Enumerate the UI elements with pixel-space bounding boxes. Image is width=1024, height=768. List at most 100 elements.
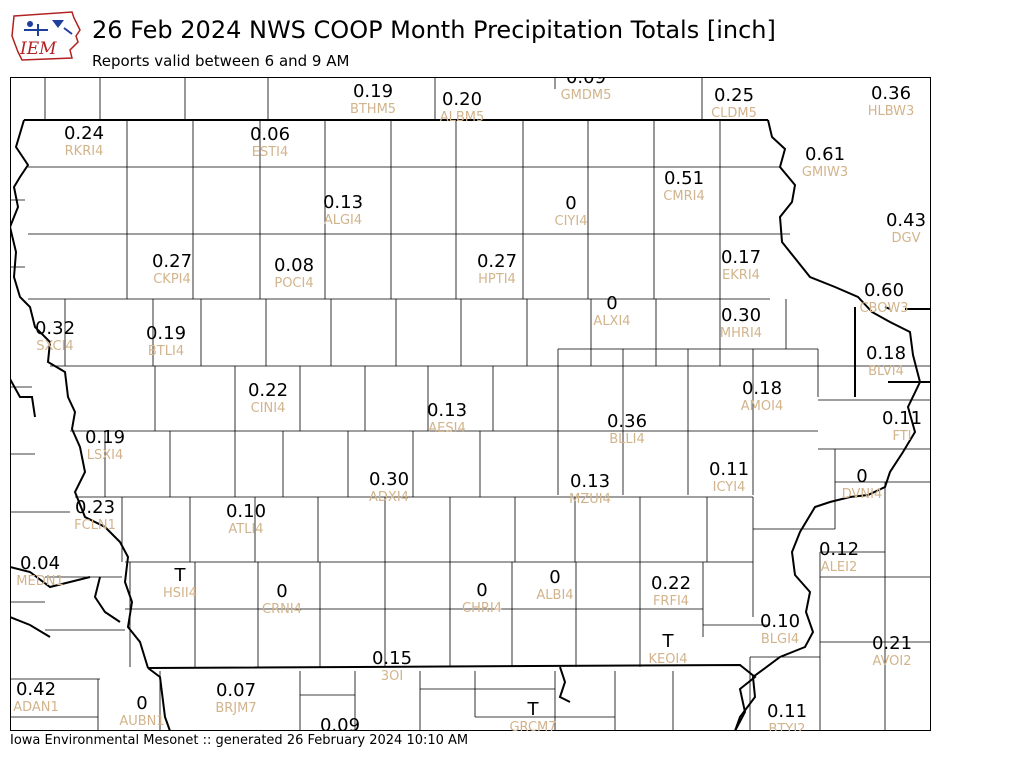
precip-value: 0	[276, 581, 287, 602]
precip-value: 0.27	[152, 251, 192, 272]
station-id: ADXI4	[369, 490, 409, 505]
precip-value: 0.23	[75, 497, 115, 518]
precip-value: 0.13	[570, 471, 610, 492]
station-id: ALBI4	[536, 588, 573, 603]
precip-value: 0.13	[323, 192, 363, 213]
precip-value: 0.19	[85, 427, 125, 448]
precip-value: 0.51	[664, 168, 704, 189]
station-id: KEOI4	[648, 652, 687, 667]
precip-value: 0.04	[20, 553, 60, 574]
precip-value: 0.32	[35, 318, 75, 339]
precip-value: 0	[549, 567, 560, 588]
precip-value: 0.18	[866, 343, 906, 364]
station-id: BTLI4	[148, 344, 184, 359]
station-id: ICYI4	[713, 480, 746, 495]
station-id: CKPI4	[153, 272, 191, 287]
precip-value: 0.30	[369, 469, 409, 490]
station-id: ALXI4	[593, 314, 630, 329]
station-id: AUBN1	[119, 714, 164, 729]
station-id: 3OI	[381, 669, 403, 684]
state-boundaries	[10, 119, 930, 731]
precip-value: 0.11	[882, 408, 922, 429]
precip-value: 0.19	[353, 81, 393, 102]
precip-value: 0.11	[709, 459, 749, 480]
station-id: AESI4	[428, 421, 465, 436]
station-id: BTYI2	[769, 722, 806, 731]
precip-value: 0	[606, 293, 617, 314]
station-id: FCLN1	[74, 518, 116, 533]
precip-value: 0.22	[651, 573, 691, 594]
precip-value: T	[174, 565, 187, 586]
precip-value: 0.19	[146, 323, 186, 344]
precip-value: 0.13	[427, 400, 467, 421]
station-id: GMIW3	[802, 165, 848, 180]
station-id: CHRI4	[462, 601, 502, 616]
station-id: CIYI4	[555, 214, 588, 229]
precip-value: 0	[136, 693, 147, 714]
iem-logo: IEM	[11, 11, 81, 61]
precip-value: 0	[476, 580, 487, 601]
station-id: ATLI4	[228, 522, 263, 537]
station-id: RKRI4	[65, 144, 104, 159]
station-id: POCI4	[274, 276, 313, 291]
precip-value: 0.36	[607, 411, 647, 432]
station-id: MHRI4	[720, 326, 762, 341]
station-id: ALGI4	[324, 213, 362, 228]
station-id: ESTI4	[252, 145, 289, 160]
station-id: MEDN1	[16, 574, 63, 589]
station-id: SXCI4	[36, 339, 73, 354]
precip-value: 0.43	[886, 210, 926, 231]
precip-value: 0.18	[742, 378, 782, 399]
station-id: LSXI4	[87, 448, 124, 463]
precip-value: 0	[856, 466, 867, 487]
precip-value: 0.20	[442, 89, 482, 110]
station-id: MZUI4	[569, 492, 611, 507]
station-id: FTI	[892, 429, 911, 444]
station-id: CLDM5	[711, 106, 757, 121]
station-id: GMDM5	[561, 88, 612, 103]
station-id: BLLI4	[609, 432, 645, 447]
precip-value: 0.09	[320, 715, 360, 731]
precip-value: 0.21	[872, 633, 912, 654]
precip-value: 0.27	[477, 251, 517, 272]
precip-value: 0	[565, 193, 576, 214]
precip-value: 0.15	[372, 648, 412, 669]
precip-value: T	[662, 631, 675, 652]
precip-value: 0.07	[216, 680, 256, 701]
precip-value: 0.61	[805, 144, 845, 165]
logo-text: IEM	[19, 39, 57, 59]
precip-value: T	[527, 699, 540, 720]
map-title: 26 Feb 2024 NWS COOP Month Precipitation…	[92, 16, 776, 44]
station-id: CINI4	[251, 401, 286, 416]
station-id: GRCM7	[509, 720, 556, 731]
county-boundaries	[10, 77, 930, 731]
precip-value: 0.30	[721, 305, 761, 326]
precip-value: 0.10	[760, 611, 800, 632]
precip-value: 0.17	[721, 247, 761, 268]
station-id: FRFI4	[653, 594, 689, 609]
precip-value: 0.11	[767, 701, 807, 722]
station-id: CRNI4	[262, 602, 302, 617]
map-subtitle: Reports valid between 6 and 9 AM	[92, 52, 350, 70]
station-id: BLGI4	[761, 632, 799, 647]
station-id: EKRI4	[722, 268, 760, 283]
station-id: HPTI4	[478, 272, 516, 287]
station-id: AVOI2	[872, 654, 911, 669]
map-frame	[10, 77, 931, 731]
station-id: DVNI4	[842, 487, 883, 502]
precip-value: 0.36	[871, 83, 911, 104]
precip-value: 0.12	[819, 539, 859, 560]
footer-credit: Iowa Environmental Mesonet :: generated …	[10, 733, 469, 748]
station-id: BTHM5	[350, 102, 396, 117]
precip-value: 0.06	[250, 124, 290, 145]
precip-value: 0.08	[274, 255, 314, 276]
precip-value: 0.10	[226, 501, 266, 522]
station-id: BRJM7	[215, 701, 256, 716]
precip-value: 0.09	[566, 77, 606, 88]
station-id: HSII4	[163, 586, 197, 601]
station-id: ALEI2	[821, 560, 857, 575]
precip-value: 0.42	[16, 679, 56, 700]
station-id: CMRI4	[663, 189, 704, 204]
